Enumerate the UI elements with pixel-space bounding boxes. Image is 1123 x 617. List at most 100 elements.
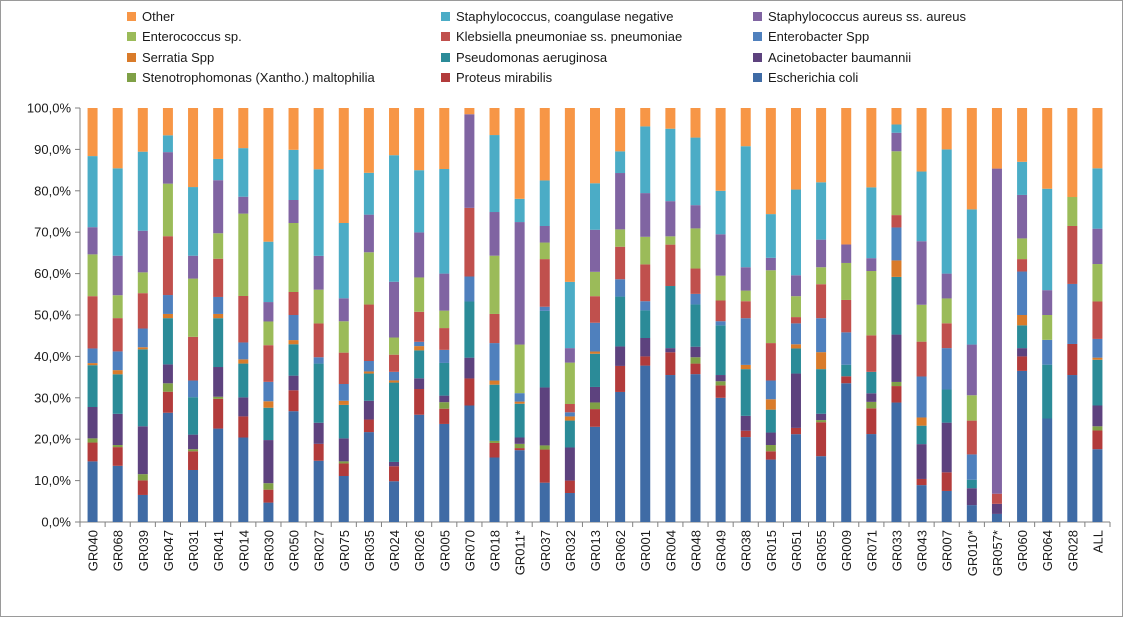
bar-segment-proteus-mirabilis	[414, 389, 425, 415]
bar-segment-serratia-spp	[137, 347, 148, 350]
bar-segment-pseudomonas-aeruginosa	[414, 350, 425, 379]
bar-segment-serratia-spp	[489, 380, 500, 385]
bar-segment-staphylococcus-coangulase-negative	[1092, 168, 1103, 229]
bar-segment-staphylococcus-coangulase-negative	[263, 241, 274, 303]
bar-segment-klebsiella-pneumoniae-ss-pneumoniae	[338, 352, 349, 384]
legend-label: Klebsiella pneumoniae ss. pneumoniae	[456, 28, 683, 44]
bar-segment-escherichia-coli	[816, 456, 827, 522]
x-tick-label: GR048	[688, 530, 703, 571]
bar-segment-acinetobacter-baumannii	[916, 444, 927, 479]
bar-segment-serratia-spp	[363, 371, 374, 374]
bar-segment-proteus-mirabilis	[740, 430, 751, 438]
bar-segment-enterococcus-sp	[363, 252, 374, 305]
bar-stack-gr027	[313, 108, 324, 522]
bar-segment-proteus-mirabilis	[615, 365, 626, 392]
bar-segment-enterobacter-spp	[238, 342, 249, 360]
bar-segment-enterococcus-sp	[213, 233, 224, 259]
bar-segment-proteus-mirabilis	[1092, 430, 1103, 450]
bar-segment-staphylococcus-aureus-ss-aureus	[213, 180, 224, 234]
bar-segment-staphylococcus-aureus-ss-aureus	[162, 152, 173, 184]
bar-segment-escherichia-coli	[137, 494, 148, 522]
bar-segment-proteus-mirabilis	[313, 443, 324, 461]
bar-segment-escherichia-coli	[1017, 370, 1028, 522]
bar-segment-other	[162, 108, 173, 136]
bar-segment-pseudomonas-aeruginosa	[439, 362, 450, 396]
bar-segment-other	[363, 108, 374, 173]
bar-stack-gr041	[213, 108, 224, 522]
bar-segment-proteus-mirabilis	[690, 363, 701, 375]
bar-segment-escherichia-coli	[866, 434, 877, 522]
bar-segment-escherichia-coli	[87, 461, 98, 522]
bar-segment-serratia-spp	[790, 344, 801, 349]
bar-segment-other	[941, 108, 952, 150]
bar-segment-staphylococcus-coangulase-negative	[389, 155, 400, 282]
bar-segment-enterobacter-spp	[891, 227, 902, 261]
bar-segment-other	[1042, 108, 1053, 189]
bar-segment-enterobacter-spp	[640, 301, 651, 311]
bar-segment-other	[765, 108, 776, 215]
x-tick-label: GR015	[764, 530, 779, 571]
bar-segment-proteus-mirabilis	[162, 391, 173, 413]
bar-segment-pseudomonas-aeruginosa	[941, 389, 952, 423]
bar-segment-klebsiella-pneumoniae-ss-pneumoniae	[590, 296, 600, 323]
bar-segment-staphylococcus-aureus-ss-aureus	[816, 239, 827, 268]
bar-segment-staphylococcus-coangulase-negative	[338, 223, 349, 299]
bar-stack-gr005	[439, 108, 450, 522]
bar-segment-pseudomonas-aeruginosa	[238, 363, 249, 398]
bar-segment-klebsiella-pneumoniae-ss-pneumoniae	[966, 420, 977, 455]
bar-segment-enterococcus-sp	[866, 271, 877, 336]
bar-segment-enterococcus-sp	[891, 151, 902, 216]
bar-segment-staphylococcus-aureus-ss-aureus	[137, 230, 148, 273]
bar-segment-enterobacter-spp	[1092, 338, 1103, 358]
bar-segment-enterobacter-spp	[489, 343, 500, 381]
bar-segment-klebsiella-pneumoniae-ss-pneumoniae	[439, 328, 450, 350]
bar-segment-staphylococcus-aureus-ss-aureus	[916, 241, 927, 305]
bar-segment-acinetobacter-baumannii	[514, 437, 525, 444]
bar-segment-pseudomonas-aeruginosa	[866, 371, 877, 394]
bar-segment-escherichia-coli	[941, 490, 952, 522]
bar-segment-enterobacter-spp	[288, 315, 299, 341]
bar-segment-staphylococcus-coangulase-negative	[590, 183, 600, 230]
y-tick-label: 90,0%	[34, 142, 71, 157]
bar-segment-proteus-mirabilis	[1067, 343, 1078, 376]
bar-segment-other	[615, 108, 626, 152]
bar-stack-gr050	[288, 108, 299, 522]
bar-segment-enterococcus-sp	[389, 337, 400, 355]
x-tick-label: GR068	[111, 530, 126, 571]
legend-swatch	[753, 52, 762, 62]
bar-segment-staphylococcus-coangulase-negative	[790, 189, 801, 276]
bar-segment-acinetobacter-baumannii	[665, 348, 676, 353]
bar-segment-acinetobacter-baumannii	[539, 387, 550, 446]
bar-segment-stenotrophomonas-xantho-maltophilia	[439, 402, 450, 409]
bar-segment-other	[112, 108, 123, 169]
x-tick-label: GR043	[915, 530, 930, 571]
bar-segment-escherichia-coli	[539, 482, 550, 522]
bar-segment-staphylococcus-coangulase-negative	[137, 151, 148, 231]
bar-segment-pseudomonas-aeruginosa	[213, 318, 224, 368]
bar-segment-acinetobacter-baumannii	[162, 364, 173, 384]
bar-segment-enterobacter-spp	[313, 357, 324, 364]
x-tick-label: GR051	[789, 530, 804, 571]
bar-segment-klebsiella-pneumoniae-ss-pneumoniae	[87, 296, 98, 349]
bar-segment-enterococcus-sp	[665, 236, 676, 245]
bar-segment-serratia-spp	[891, 260, 902, 277]
bar-segment-serratia-spp	[514, 401, 525, 404]
bar-segment-acinetobacter-baumannii	[363, 400, 374, 420]
bar-stack-gr064	[1042, 108, 1053, 522]
bar-segment-enterococcus-sp	[313, 289, 324, 324]
bar-segment-serratia-spp	[414, 346, 425, 351]
bar-segment-pseudomonas-aeruginosa	[615, 296, 626, 347]
legend-swatch	[441, 31, 450, 41]
bar-segment-acinetobacter-baumannii	[213, 367, 224, 397]
y-tick-label: 10,0%	[34, 473, 71, 488]
bar-segment-klebsiella-pneumoniae-ss-pneumoniae	[363, 304, 374, 361]
bar-segment-staphylococcus-coangulase-negative	[489, 135, 500, 213]
bar-stack-gr047	[162, 108, 173, 522]
bar-stack-all	[1092, 108, 1103, 522]
bar-segment-pseudomonas-aeruginosa	[690, 304, 701, 347]
bar-segment-pseudomonas-aeruginosa	[389, 382, 400, 462]
x-tick-label: GR014	[236, 530, 251, 571]
bar-segment-pseudomonas-aeruginosa	[966, 479, 977, 489]
x-tick-label: GR039	[136, 530, 151, 571]
bar-segment-acinetobacter-baumannii	[338, 438, 349, 462]
